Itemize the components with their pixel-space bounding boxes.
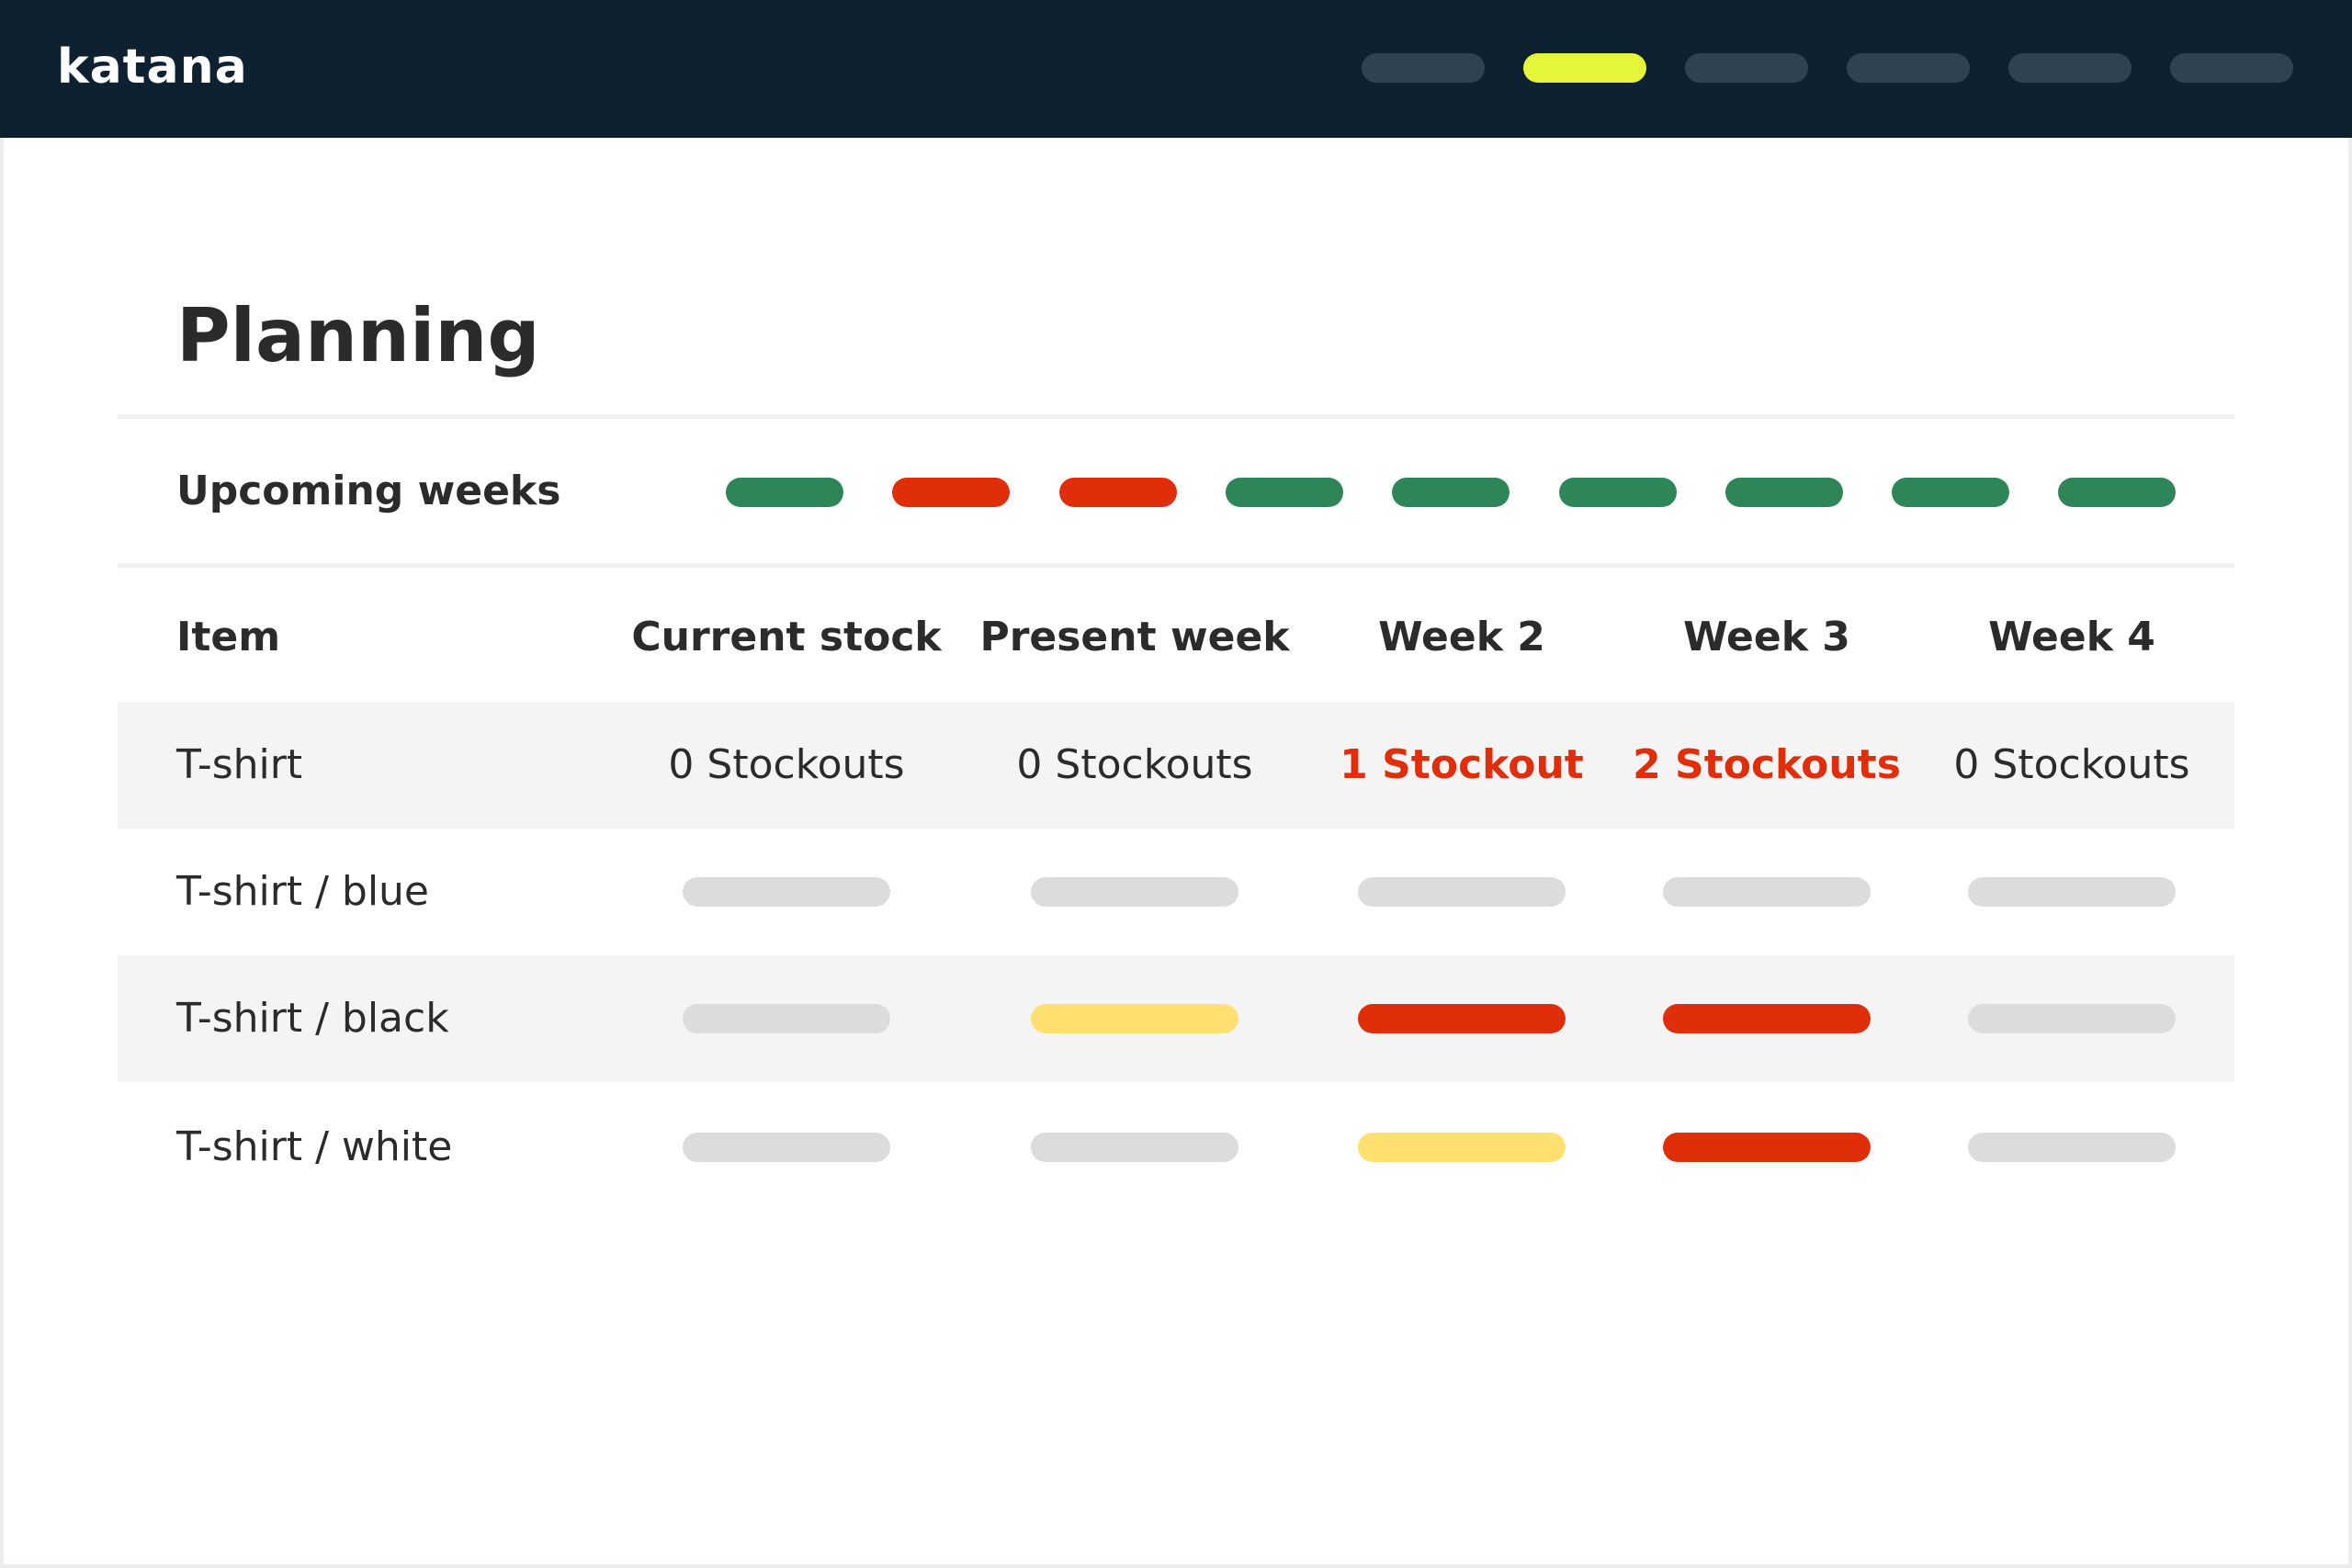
upcoming-weeks-label: Upcoming weeks: [176, 468, 561, 514]
status-bar-tshirt-black-week-3: [1663, 1004, 1871, 1033]
cell-tshirt-week-4: 0 Stockouts: [1953, 741, 2190, 788]
table-row-item-tshirt-white[interactable]: T-shirt / white: [176, 1123, 453, 1170]
table-row-item-tshirt-blue[interactable]: T-shirt / blue: [176, 868, 429, 915]
nav-item-3[interactable]: [1685, 53, 1808, 83]
upcoming-week-3-indicator: [1058, 478, 1177, 507]
upcoming-week-7-indicator: [1724, 478, 1843, 507]
cell-tshirt-week-2: 1 Stockout: [1340, 741, 1584, 788]
column-header-present-week: Present week: [979, 614, 1290, 660]
table-row-item-tshirt[interactable]: T-shirt: [176, 741, 303, 788]
status-bar-tshirt-blue-week-3: [1663, 877, 1871, 907]
top-navigation-bar: katana: [0, 0, 2352, 138]
page-title: Planning: [176, 293, 540, 378]
upcoming-week-1-indicator: [726, 478, 843, 507]
upcoming-week-8-indicator: [1892, 478, 2010, 507]
upcoming-week-9-indicator: [2058, 478, 2177, 507]
status-bar-tshirt-black-week-4: [1968, 1004, 2176, 1033]
status-bar-tshirt-blue-week-4: [1968, 877, 2176, 907]
status-bar-tshirt-white-week-2: [1358, 1133, 1566, 1162]
katana-logo[interactable]: katana: [57, 39, 248, 95]
divider-table: [118, 563, 2234, 568]
status-bar-tshirt-blue-current-stock: [683, 877, 890, 907]
column-header-week-3: Week 3: [1683, 614, 1850, 660]
cell-tshirt-current-stock: 0 Stockouts: [668, 741, 905, 788]
column-header-week-2: Week 2: [1378, 614, 1545, 660]
column-header-item: Item: [176, 614, 281, 660]
status-bar-tshirt-white-week-4: [1968, 1133, 2176, 1162]
upcoming-week-6-indicator: [1558, 478, 1677, 507]
column-header-current-stock: Current stock: [631, 614, 942, 660]
column-header-week-4: Week 4: [1988, 614, 2155, 660]
status-bar-tshirt-white-present-week: [1031, 1133, 1238, 1162]
upcoming-week-2-indicator: [892, 478, 1011, 507]
divider-top: [118, 414, 2234, 419]
cell-tshirt-present-week: 0 Stockouts: [1016, 741, 1253, 788]
upcoming-week-4-indicator: [1225, 478, 1343, 507]
status-bar-tshirt-black-current-stock: [683, 1004, 890, 1033]
cell-tshirt-week-3: 2 Stockouts: [1633, 741, 1901, 788]
table-row-tshirt-bg: [118, 702, 2234, 829]
nav-item-5[interactable]: [2008, 53, 2132, 83]
nav-item-2[interactable]: [1523, 53, 1646, 83]
status-bar-tshirt-white-week-3: [1663, 1133, 1871, 1162]
nav-item-4[interactable]: [1847, 53, 1970, 83]
status-bar-tshirt-black-week-2: [1358, 1004, 1566, 1033]
status-bar-tshirt-blue-week-2: [1358, 877, 1566, 907]
status-bar-tshirt-white-current-stock: [683, 1133, 890, 1162]
nav-item-1[interactable]: [1362, 53, 1485, 83]
status-bar-tshirt-black-present-week: [1031, 1004, 1238, 1033]
upcoming-week-5-indicator: [1392, 478, 1510, 507]
status-bar-tshirt-blue-present-week: [1031, 877, 1238, 907]
nav-item-6[interactable]: [2170, 53, 2293, 83]
table-row-item-tshirt-black[interactable]: T-shirt / black: [176, 995, 449, 1042]
